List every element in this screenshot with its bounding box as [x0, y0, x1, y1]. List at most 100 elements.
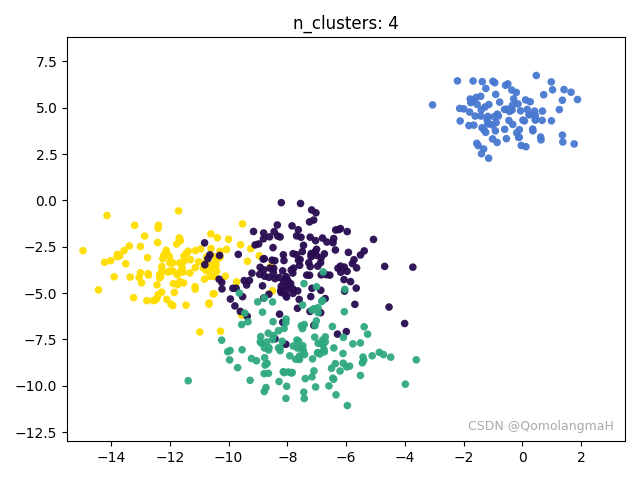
Point	[312, 283, 322, 290]
Point	[269, 264, 279, 272]
Point	[293, 256, 303, 264]
Point	[315, 350, 325, 358]
Point	[294, 356, 305, 363]
Point	[237, 220, 248, 228]
Point	[109, 273, 119, 281]
Point	[470, 112, 480, 120]
Point	[172, 271, 182, 278]
Point	[282, 293, 292, 301]
Point	[294, 352, 305, 360]
Point	[499, 106, 509, 113]
Point	[480, 103, 490, 111]
Point	[326, 364, 337, 372]
Point	[175, 278, 185, 286]
Point	[332, 330, 342, 338]
Point	[557, 131, 568, 139]
Point	[183, 377, 193, 384]
Point	[513, 133, 524, 141]
Point	[268, 336, 278, 343]
Point	[200, 261, 210, 268]
Point	[155, 271, 165, 279]
Point	[294, 296, 305, 303]
Point	[310, 333, 320, 341]
Point	[483, 113, 493, 120]
Point	[253, 240, 264, 248]
Point	[209, 253, 219, 261]
Point	[124, 242, 134, 250]
Point	[172, 240, 182, 248]
Point	[488, 77, 498, 85]
Point	[257, 308, 268, 316]
Point	[157, 263, 167, 270]
Point	[211, 261, 221, 269]
Point	[274, 378, 284, 385]
Point	[313, 339, 323, 347]
Point	[298, 347, 308, 354]
Point	[538, 108, 548, 115]
Point	[135, 242, 145, 250]
Point	[349, 256, 359, 264]
Point	[408, 264, 418, 271]
Point	[297, 248, 307, 255]
Point	[557, 96, 568, 104]
Point	[157, 267, 167, 275]
Point	[223, 235, 234, 243]
Point	[273, 327, 284, 335]
Point	[181, 250, 191, 257]
Point	[355, 372, 365, 379]
Point	[295, 256, 305, 264]
Point	[468, 121, 479, 129]
Point	[129, 294, 139, 301]
Point	[488, 121, 498, 129]
Point	[212, 267, 222, 275]
Point	[500, 125, 510, 133]
Point	[554, 106, 564, 113]
Point	[340, 286, 350, 293]
Point	[508, 101, 518, 109]
Point	[269, 257, 280, 264]
Point	[279, 324, 289, 332]
Point	[206, 265, 216, 273]
Point	[228, 285, 238, 292]
Point	[140, 232, 150, 240]
Point	[217, 285, 227, 293]
Point	[546, 78, 556, 86]
Point	[225, 347, 236, 354]
Point	[215, 247, 225, 255]
Point	[308, 322, 319, 329]
Point	[341, 328, 351, 336]
Point	[154, 221, 164, 229]
Point	[428, 101, 438, 109]
Point	[152, 295, 162, 302]
Point	[359, 247, 369, 255]
Point	[190, 247, 200, 254]
Point	[206, 245, 216, 252]
Point	[468, 96, 479, 104]
Point	[230, 302, 240, 310]
Point	[559, 86, 569, 94]
Point	[348, 260, 358, 267]
Point	[232, 278, 242, 286]
Point	[362, 330, 372, 338]
Point	[477, 78, 488, 85]
Point	[196, 245, 206, 253]
Point	[199, 275, 209, 283]
Point	[566, 88, 576, 96]
Point	[237, 321, 247, 328]
Point	[209, 273, 220, 280]
Point	[320, 295, 330, 302]
Point	[520, 96, 531, 104]
Point	[205, 251, 215, 259]
Point	[299, 280, 309, 288]
Point	[157, 255, 168, 263]
Point	[328, 239, 338, 247]
Point	[459, 105, 469, 113]
Point	[275, 347, 285, 355]
Point	[310, 383, 321, 391]
Point	[317, 336, 328, 344]
Point	[241, 281, 252, 289]
Point	[516, 142, 526, 149]
Point	[190, 264, 200, 272]
Point	[374, 348, 385, 356]
Point	[179, 258, 189, 265]
